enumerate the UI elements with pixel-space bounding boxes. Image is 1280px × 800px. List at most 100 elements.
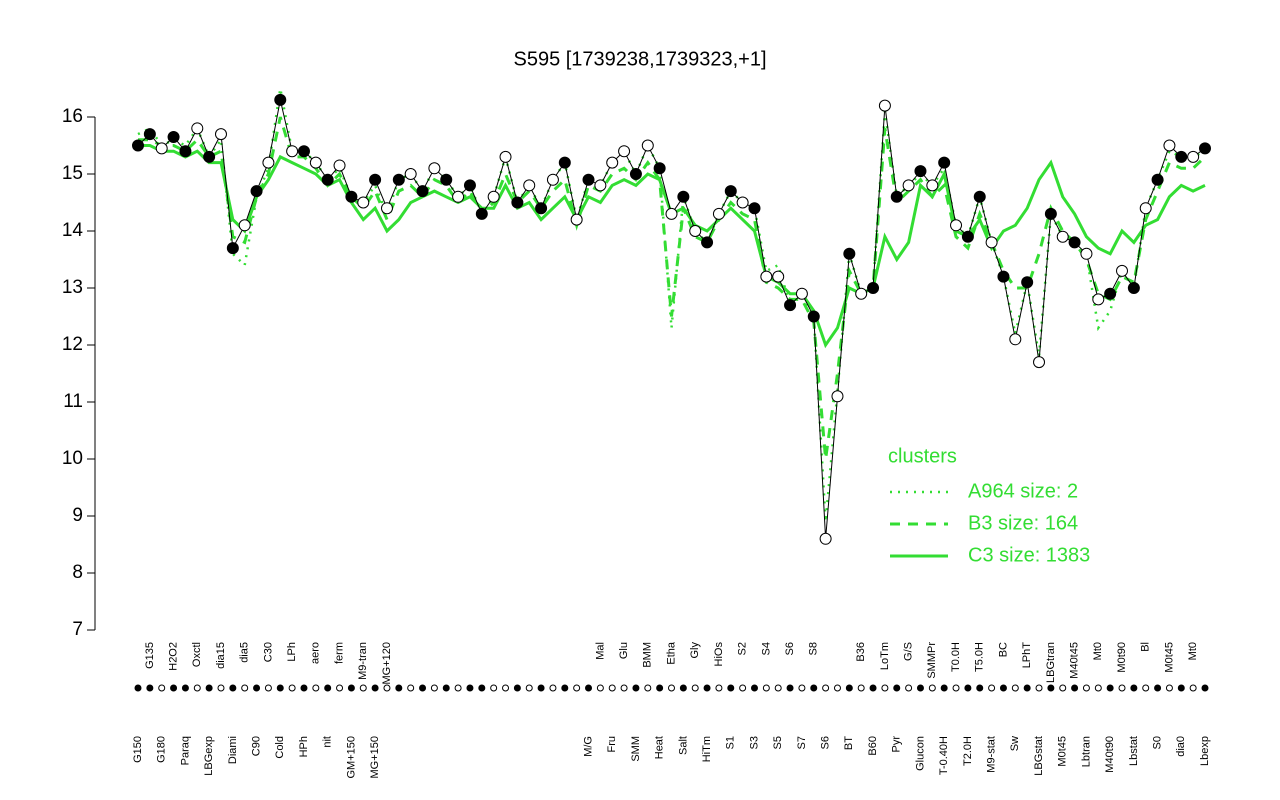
axis-marker (181, 684, 189, 692)
data-point (1092, 293, 1105, 306)
data-point (1187, 150, 1200, 163)
data-point (606, 156, 619, 169)
axis-marker (1189, 684, 1197, 692)
x-tick-label: M40t90 (1104, 736, 1116, 773)
axis-marker (774, 684, 782, 692)
data-point (380, 202, 393, 215)
data-point (1175, 150, 1188, 163)
data-point (179, 145, 192, 158)
x-tick-label: HiTm (701, 736, 713, 762)
x-tick-label: M/G (582, 736, 594, 757)
axis-marker (170, 684, 178, 692)
data-point (748, 202, 761, 215)
data-point (736, 196, 749, 209)
data-point (167, 130, 180, 143)
axis-marker (217, 684, 225, 692)
data-point (819, 532, 832, 545)
y-tick-label: 13 (62, 277, 83, 298)
data-point (760, 270, 773, 283)
axis-marker (1082, 684, 1090, 692)
axis-marker (715, 684, 723, 692)
axis-marker (668, 684, 675, 692)
x-tick-label: S5 (772, 736, 784, 749)
x-tick-label: GM+150 (345, 736, 357, 779)
axis-marker (419, 684, 427, 692)
axis-marker (1118, 684, 1126, 692)
data-point (795, 287, 808, 300)
x-tick-label: S8 (808, 642, 820, 655)
data-point (973, 190, 986, 203)
x-tick-label: Glucon (914, 736, 926, 771)
axis-marker (336, 684, 344, 692)
axis-marker (288, 684, 296, 692)
axis-marker (229, 684, 237, 692)
x-tick-label: Glu (618, 642, 630, 659)
data-point (914, 165, 927, 178)
data-point (416, 185, 429, 198)
data-point (902, 179, 915, 192)
data-point (333, 159, 346, 172)
x-tick-label: G180 (156, 736, 168, 763)
data-point (132, 139, 144, 152)
axis-marker (691, 684, 699, 692)
axis-marker (679, 684, 687, 692)
data-point (226, 242, 239, 255)
axis-marker (146, 684, 154, 692)
data-point (428, 162, 441, 175)
axis-marker (525, 684, 533, 692)
data-point (867, 282, 880, 294)
data-point (546, 173, 559, 186)
axis-marker (300, 684, 308, 692)
axis-marker (573, 684, 581, 692)
x-tick-label: dia0 (1175, 736, 1187, 757)
x-tick-label: H2O2 (167, 642, 179, 671)
data-point (1127, 282, 1140, 294)
x-tick-label: Sw (1009, 736, 1021, 751)
data-point (523, 179, 536, 192)
x-tick-label: LBGtran (1045, 642, 1057, 683)
data-point (950, 219, 963, 232)
x-tick-label: T2.0H (962, 736, 974, 766)
data-point (1139, 202, 1152, 215)
data-point (665, 207, 678, 220)
axis-marker (905, 684, 913, 692)
data-point (369, 173, 382, 186)
data-point (1199, 142, 1211, 155)
x-tick-label: S3 (748, 736, 760, 749)
axis-marker (1201, 684, 1209, 692)
data-point (392, 173, 405, 186)
axis-marker (205, 684, 213, 692)
axis-marker (371, 684, 379, 692)
data-point (357, 196, 370, 209)
axis-marker (549, 684, 557, 692)
data-point (618, 145, 631, 158)
x-tick-label: S4 (760, 642, 772, 655)
data-point (689, 225, 702, 237)
x-tick-label: Oxctl (191, 642, 203, 667)
axis-marker (490, 684, 498, 692)
x-tick-label: M0t45 (1057, 736, 1069, 767)
x-tick-label: B36 (855, 642, 867, 662)
data-point (1080, 247, 1093, 260)
data-point (1033, 356, 1046, 369)
data-point (143, 128, 156, 141)
x-tick-label: BC (997, 642, 1009, 657)
data-point (262, 156, 275, 169)
x-tick-label: Bl (1140, 642, 1152, 652)
legend-label: B3 size: 164 (968, 512, 1078, 534)
data-point (238, 219, 251, 232)
axis-marker (988, 684, 996, 692)
axis-marker (928, 684, 936, 692)
data-point (535, 202, 548, 215)
axis-marker (632, 684, 640, 692)
axis-marker (833, 684, 841, 692)
x-tick-label: Gly (689, 642, 701, 659)
y-tick-label: 10 (62, 448, 83, 469)
data-point (1151, 173, 1164, 186)
axis-marker (750, 684, 758, 692)
data-point (404, 168, 417, 180)
data-point (1068, 236, 1081, 249)
axis-marker (442, 684, 450, 692)
axis-marker (739, 684, 747, 692)
axis-marker (1071, 684, 1079, 692)
